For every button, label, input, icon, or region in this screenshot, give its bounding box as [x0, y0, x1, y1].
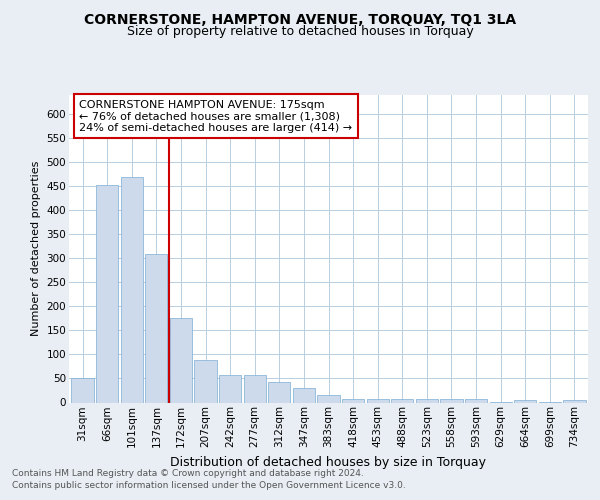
Bar — [121, 176, 143, 402]
Bar — [317, 395, 340, 402]
Text: Contains public sector information licensed under the Open Government Licence v3: Contains public sector information licen… — [12, 481, 406, 490]
Bar — [268, 382, 290, 402]
Bar — [342, 398, 364, 402]
Bar — [194, 360, 217, 403]
Bar — [293, 388, 315, 402]
Bar — [440, 398, 463, 402]
X-axis label: Distribution of detached houses by size in Torquay: Distribution of detached houses by size … — [170, 456, 487, 468]
Text: Contains HM Land Registry data © Crown copyright and database right 2024.: Contains HM Land Registry data © Crown c… — [12, 468, 364, 477]
Bar — [170, 318, 192, 402]
Bar — [96, 186, 118, 402]
Bar — [244, 374, 266, 402]
Bar — [145, 254, 167, 402]
Bar — [514, 400, 536, 402]
Bar — [367, 398, 389, 402]
Y-axis label: Number of detached properties: Number of detached properties — [31, 161, 41, 336]
Bar — [416, 398, 438, 402]
Text: CORNERSTONE, HAMPTON AVENUE, TORQUAY, TQ1 3LA: CORNERSTONE, HAMPTON AVENUE, TORQUAY, TQ… — [84, 12, 516, 26]
Bar — [219, 374, 241, 402]
Bar — [465, 398, 487, 402]
Text: Size of property relative to detached houses in Torquay: Size of property relative to detached ho… — [127, 25, 473, 38]
Bar — [391, 398, 413, 402]
Text: CORNERSTONE HAMPTON AVENUE: 175sqm
← 76% of detached houses are smaller (1,308)
: CORNERSTONE HAMPTON AVENUE: 175sqm ← 76%… — [79, 100, 353, 133]
Bar — [71, 378, 94, 402]
Bar — [563, 400, 586, 402]
